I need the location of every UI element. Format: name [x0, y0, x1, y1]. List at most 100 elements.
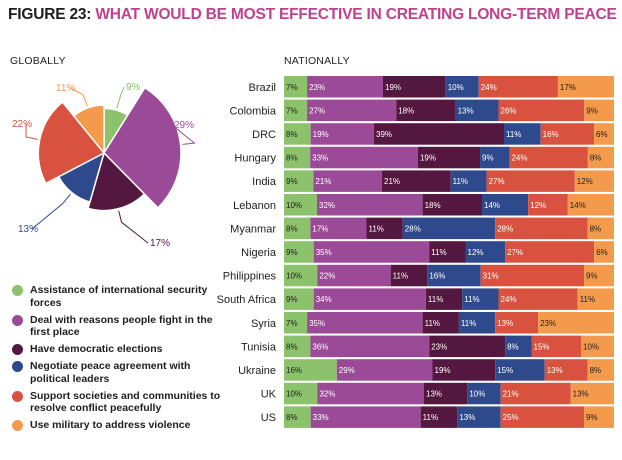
- bar-segment-support: [509, 146, 588, 169]
- bar-value-label-military: 9%: [586, 106, 598, 115]
- bar-value-label-support: 25%: [503, 413, 519, 422]
- legend-item-military: Use military to address violence: [12, 419, 222, 432]
- legend-label-support: Support societies and communities to res…: [30, 389, 221, 415]
- bar-segment-support: [531, 335, 581, 358]
- bar-value-label-elections: 11%: [431, 248, 446, 257]
- bar-segment-deal: [307, 312, 423, 334]
- bar-segment-deal: [313, 170, 383, 192]
- bar-row-myanmar: Myanmar 8% 17% 11% 28% 28% 8%: [230, 217, 614, 240]
- bar-segment-elections: [366, 217, 403, 240]
- bar-segment-assistance: [284, 406, 311, 428]
- bar-row-south-africa: South Africa 9% 34% 11% 11% 24% 11%: [217, 288, 614, 310]
- bar-value-label-elections: 11%: [425, 319, 440, 328]
- bar-value-label-deal: 23%: [309, 83, 325, 92]
- bar-value-label-deal: 21%: [315, 177, 331, 186]
- bar-value-label-support: 27%: [507, 248, 523, 257]
- bar-value-label-military: 14%: [570, 201, 586, 210]
- legend-item-support: Support societies and communities to res…: [12, 390, 222, 415]
- bar-segment-deal: [310, 406, 421, 428]
- bar-value-label-support: 27%: [489, 177, 505, 186]
- bar-segment-negotiate: [458, 312, 496, 334]
- bar-value-label-deal: 19%: [313, 130, 329, 139]
- pie-leader-elections: [118, 210, 149, 244]
- bar-value-label-negotiate: 8%: [507, 342, 519, 351]
- bar-segment-support: [498, 99, 585, 122]
- bar-segment-negotiate: [402, 217, 496, 240]
- bar-value-label-elections: 11%: [369, 224, 384, 233]
- bar-value-label-assistance: 8%: [286, 413, 298, 422]
- bar-segment-elections: [420, 406, 458, 428]
- bar-segment-elections: [383, 76, 446, 98]
- bar-value-label-assistance: 16%: [286, 366, 302, 375]
- country-label: DRC: [252, 129, 276, 141]
- bar-segment-elections: [382, 170, 451, 192]
- legend-label-negotiate: Negotiate peace agreement with political…: [30, 360, 191, 385]
- bar-segment-military: [538, 312, 614, 334]
- bar-value-label-elections: 23%: [431, 342, 447, 351]
- bar-segment-assistance: [284, 217, 311, 240]
- bar-value-label-deal: 32%: [319, 201, 335, 210]
- bar-value-label-assistance: 10%: [286, 390, 302, 399]
- bar-segment-negotiate: [465, 241, 506, 263]
- bar-value-label-support: 24%: [501, 295, 517, 304]
- legend-label-assistance: Assistance of international security for…: [30, 284, 208, 309]
- bar-value-label-negotiate: 11%: [461, 319, 476, 328]
- bar-value-label-assistance: 9%: [286, 248, 298, 257]
- bar-value-label-military: 9%: [586, 272, 598, 281]
- bar-segment-military: [574, 170, 614, 192]
- bar-value-label-support: 13%: [547, 366, 563, 375]
- bar-segment-elections: [374, 123, 504, 145]
- bar-value-label-elections: 39%: [376, 130, 392, 139]
- bar-segment-elections: [429, 241, 466, 263]
- bar-segment-negotiate: [505, 335, 532, 358]
- bar-segment-deal: [310, 123, 374, 145]
- bar-segment-elections: [417, 146, 481, 169]
- bar-segment-assistance: [284, 76, 308, 98]
- bar-segment-elections: [422, 312, 459, 334]
- bar-segment-deal: [317, 382, 424, 405]
- bar-row-syria: Syria 7% 35% 11% 11% 13% 23%: [251, 312, 614, 334]
- bar-value-label-military: 9%: [586, 413, 598, 422]
- bar-value-label-military: 8%: [590, 224, 602, 233]
- bar-segment-military: [584, 406, 614, 428]
- country-label: Ukraine: [238, 365, 276, 377]
- pie-leader-deal: [171, 124, 196, 145]
- country-label: UK: [261, 389, 277, 401]
- country-label: US: [261, 412, 276, 424]
- bar-segment-elections: [425, 288, 463, 310]
- bar-value-label-negotiate: 10%: [448, 83, 464, 92]
- country-label: Tunisia: [241, 341, 277, 353]
- bar-segment-negotiate: [480, 146, 510, 169]
- chart-legend: Assistance of international security for…: [12, 284, 222, 436]
- bar-segment-elections: [422, 194, 482, 216]
- pie-leader-negotiate: [31, 193, 71, 230]
- bar-value-label-deal: 36%: [312, 342, 328, 351]
- bar-value-label-deal: 29%: [339, 366, 355, 375]
- bar-value-label-assistance: 8%: [286, 154, 298, 163]
- bar-value-label-assistance: 7%: [286, 106, 298, 115]
- bar-value-label-elections: 19%: [435, 366, 451, 375]
- bar-segment-assistance: [284, 264, 318, 287]
- pie-label-elections: 17%: [150, 238, 170, 249]
- bar-segment-assistance: [284, 241, 314, 263]
- legend-swatch-military: [12, 420, 23, 431]
- bar-segment-support: [498, 288, 578, 310]
- bar-segment-military: [557, 76, 614, 98]
- bar-value-label-negotiate: 12%: [468, 248, 484, 257]
- bar-row-nigeria: Nigeria 9% 35% 11% 12% 27% 6%: [241, 241, 614, 263]
- bar-value-label-military: 8%: [590, 154, 602, 163]
- legend-item-negotiate: Negotiate peace agreement with political…: [12, 360, 222, 385]
- bar-value-label-negotiate: 16%: [429, 272, 445, 281]
- pie-label-military: 11%: [56, 83, 75, 94]
- bar-segment-deal: [307, 76, 383, 98]
- bar-value-label-negotiate: 11%: [506, 130, 521, 139]
- bar-segment-deal: [310, 146, 418, 169]
- pie-leader-support: [25, 124, 38, 140]
- bar-segment-elections: [390, 264, 428, 287]
- bar-segment-negotiate: [495, 359, 545, 381]
- bar-value-label-elections: 19%: [385, 83, 401, 92]
- figure-title: FIGURE 23: WHAT WOULD BE MOST EFFECTIVE …: [8, 6, 617, 24]
- legend-swatch-deal: [12, 314, 23, 326]
- bar-value-label-assistance: 9%: [286, 177, 298, 186]
- bar-value-label-elections: 19%: [420, 154, 436, 163]
